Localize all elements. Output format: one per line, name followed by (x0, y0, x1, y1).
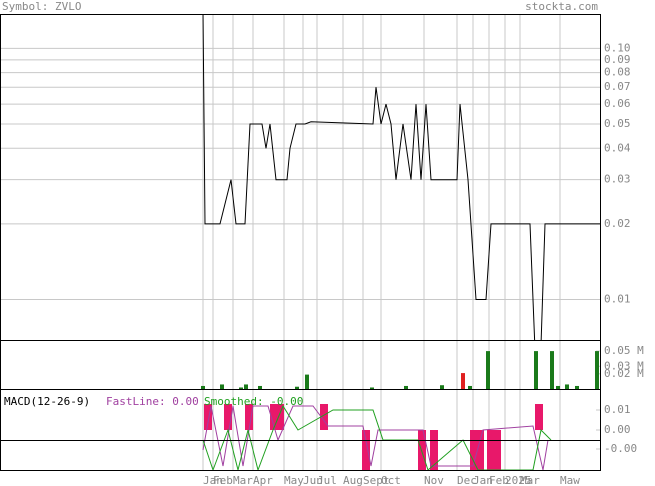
volume-bar (220, 384, 224, 389)
x-tick-label: Jan (203, 474, 223, 486)
y-tick-label: 0.03 M (604, 359, 644, 372)
x-tick-label: Nov (424, 474, 444, 486)
volume-bar (468, 385, 472, 389)
x-tick-label: Oct (381, 474, 401, 486)
x-tick-label: Apr (253, 474, 273, 486)
macd-histogram-bar (418, 430, 426, 470)
volume-bar (440, 385, 444, 389)
macd-histogram-bar (470, 430, 478, 470)
macd-histogram-bar (535, 404, 543, 430)
x-tick-label: Mar (520, 474, 540, 486)
volume-bar (486, 351, 490, 389)
y-tick-label: 0.04 (604, 141, 631, 154)
y-tick-label: 0.09 (604, 53, 631, 66)
x-tick-label: 2025 (505, 474, 532, 486)
site-name[interactable]: stockta.com (525, 0, 598, 13)
macd-line (202, 405, 549, 470)
volume-bar (404, 385, 408, 389)
x-tick-label: Jul (317, 474, 337, 486)
x-tick-label: Aug (343, 474, 363, 486)
macd-panel (0, 389, 601, 471)
y-tick-label: 0.01 (604, 403, 631, 416)
x-tick-label: Feb (213, 474, 233, 486)
symbol: Symbol: ZVLO (2, 0, 81, 13)
volume-bar (575, 385, 579, 389)
y-tick-label: 0.03 (604, 173, 631, 186)
x-tick-label: Sept (363, 474, 390, 486)
x-tick-label: Maw (560, 474, 580, 486)
macd-histogram-bar (320, 404, 328, 430)
y-tick-label: 0.10 (604, 41, 631, 54)
x-tick-label: Feb (489, 474, 509, 486)
marks (201, 14, 600, 470)
macd-histogram-bar (362, 430, 370, 470)
volume-bar (565, 384, 569, 389)
volume-bar (595, 351, 599, 389)
y-tick-label: 0.06 (604, 97, 631, 110)
price-line (202, 14, 600, 340)
x-tick-label: May (284, 474, 304, 486)
volume-bar (239, 387, 243, 389)
y-tick-label: -0.00 (604, 442, 637, 455)
macd-histogram-bar (493, 430, 501, 470)
macd-histogram-bar (476, 430, 484, 470)
y-tick-label: 0.08 (604, 66, 631, 79)
y-tick-label: 0.07 (604, 80, 631, 93)
macd-histogram-bar (224, 404, 232, 430)
x-tick-label: Dec (457, 474, 477, 486)
macd-histogram-bar (276, 404, 284, 430)
macd-histogram-bar (430, 430, 438, 470)
volume-bar (534, 351, 538, 389)
volume-bar (258, 385, 262, 389)
volume-bar (370, 387, 374, 389)
y-tick-label: 0.05 M (604, 344, 644, 357)
y-tick-label: 0.02 (604, 217, 631, 230)
legend-entry: FastLine: 0.00 (106, 395, 199, 408)
x-tick-label: Jun (303, 474, 323, 486)
x-tick-label: Jan (473, 474, 493, 486)
volume-bar (556, 385, 560, 389)
x-tick-label: Mar (233, 474, 253, 486)
macd-histogram-bar (270, 404, 278, 430)
volume-bar (244, 384, 248, 389)
volume-bar (550, 351, 554, 389)
y-tick-label: 0.01 (604, 293, 631, 306)
volume-bar (305, 374, 309, 389)
macd-histogram-bar (487, 430, 495, 470)
macd-line (202, 404, 552, 470)
volume-bar (295, 386, 299, 389)
macd-histogram-bar (245, 404, 253, 430)
macd-title: MACD(12-26-9) (4, 395, 90, 408)
volume-bar (461, 373, 465, 389)
y-tick-label: 0.02 M (604, 367, 644, 380)
macd-histogram-bar (204, 404, 212, 430)
volume-bar (201, 385, 205, 389)
legend-entry: Smoothed: -0.00 (204, 395, 303, 408)
y-tick-label: 0.00 (604, 423, 631, 436)
y-tick-label: 0.05 (604, 117, 631, 130)
